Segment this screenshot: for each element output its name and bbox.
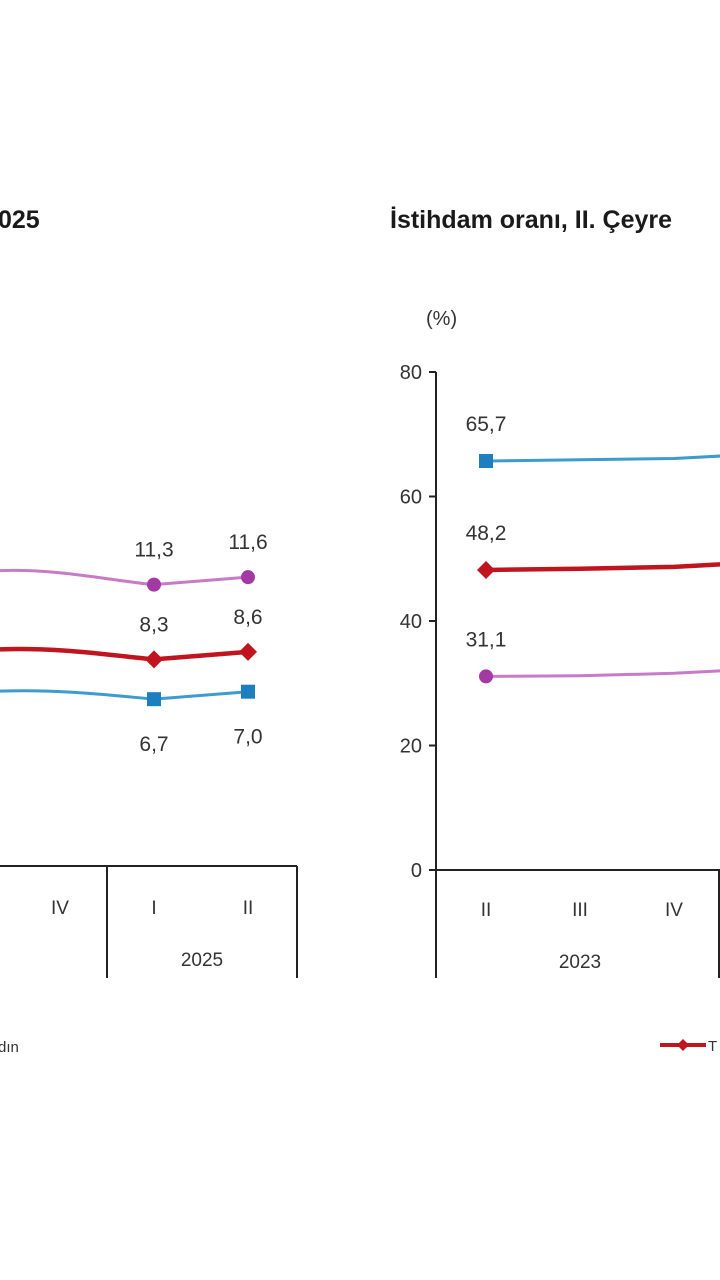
- left-chart-title: 025: [0, 206, 40, 234]
- left-data-label-erkek-2: 7,0: [233, 726, 262, 749]
- right-marker-kadin-0: [479, 669, 493, 684]
- right-chart-title: İstihdam oranı, II. Çeyre: [390, 206, 672, 234]
- left-series-group: 11,3 11,6 8,3 8,6 6,7 7,0: [0, 531, 268, 756]
- right-x-tick-label-2: IV: [665, 900, 683, 921]
- right-legend-marker-toplam: [677, 1039, 689, 1051]
- right-series-line-kadin: [485, 669, 720, 678]
- employment-chart-right: İstihdam oranı, II. Çeyre (%) 020406080 …: [390, 206, 720, 1055]
- left-marker-toplam-2: [239, 642, 257, 661]
- left-legend: dın: [0, 1039, 19, 1056]
- left-data-label-kadin-1: 11,3: [134, 539, 173, 562]
- left-x-tick-label-1: I: [151, 898, 156, 919]
- left-x-tick-label-0: IV: [51, 898, 69, 919]
- right-series-group: 65,7 48,2 31,1: [466, 413, 720, 684]
- left-data-label-kadin-2: 11,6: [228, 531, 267, 554]
- right-series-line-toplam: [485, 562, 720, 573]
- left-marker-erkek-1: [147, 692, 161, 707]
- left-x-group-label: 2025: [181, 950, 223, 971]
- right-data-label-kadin-0: 31,1: [466, 628, 507, 651]
- right-x-tick-label-0: II: [481, 900, 492, 921]
- right-y-axis-unit: (%): [426, 308, 457, 330]
- right-data-label-toplam-0: 48,2: [466, 522, 507, 545]
- left-data-label-toplam-2: 8,6: [233, 606, 262, 629]
- right-series-line-erkek: [485, 454, 720, 463]
- left-data-label-erkek-1: 6,7: [139, 733, 168, 756]
- right-y-tick-label-0: 0: [411, 860, 422, 882]
- right-legend-text: T: [708, 1038, 717, 1055]
- right-y-tick-label-2: 40: [400, 611, 422, 633]
- right-legend: T: [660, 1038, 717, 1055]
- left-series-line-toplam: [0, 646, 249, 662]
- right-marker-erkek-0: [479, 454, 493, 469]
- right-y-axis: 0 20 40 60 80: [400, 362, 437, 978]
- right-marker-toplam-0: [477, 560, 495, 579]
- right-y-tick-label-3: 60: [400, 487, 422, 509]
- left-marker-toplam-1: [145, 650, 163, 669]
- left-data-label-toplam-1: 8,3: [139, 613, 168, 636]
- right-data-label-erkek-0: 65,7: [466, 413, 507, 436]
- right-x-tick-label-1: III: [572, 900, 588, 921]
- left-series-line-erkek: [0, 689, 249, 701]
- left-marker-kadin-1: [147, 577, 161, 592]
- left-legend-text: dın: [0, 1039, 19, 1056]
- right-y-tick-label-1: 20: [400, 736, 422, 758]
- left-marker-kadin-2: [241, 570, 255, 585]
- right-x-group-label: 2023: [559, 952, 601, 973]
- left-x-tick-label-2: II: [243, 898, 254, 919]
- right-y-tick-label-4: 80: [400, 362, 422, 384]
- left-marker-erkek-2: [241, 684, 255, 699]
- left-series-line-kadin: [0, 568, 249, 587]
